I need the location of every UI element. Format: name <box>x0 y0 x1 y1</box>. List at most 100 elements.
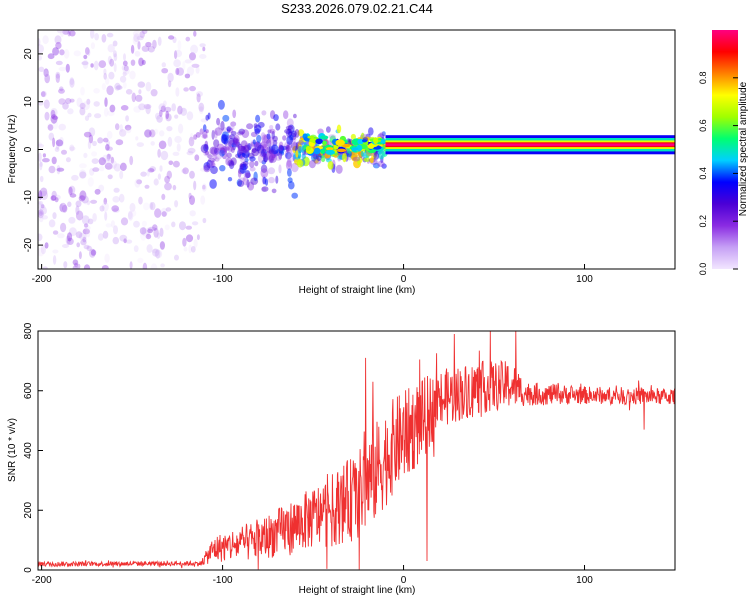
spectrogram-cell <box>222 114 230 122</box>
spectrogram-cell <box>145 227 151 235</box>
spectrogram-cell <box>138 89 142 95</box>
spectrogram-cell <box>269 136 274 146</box>
spectrogram-cell <box>154 208 162 218</box>
spectrogram-cell <box>87 140 92 150</box>
spectrogram-cell <box>285 152 292 160</box>
spectrogram-cell <box>57 233 65 239</box>
colorbar-ramp <box>712 30 738 269</box>
spectrogram-cell <box>147 168 155 173</box>
spectrogram-cell <box>196 93 201 103</box>
spectrogram-cell <box>98 166 105 172</box>
spectrogram-cell <box>244 170 251 179</box>
spectrogram-cell <box>237 149 242 158</box>
spectrogram-cell <box>38 152 42 162</box>
spectrogram-cell <box>378 149 385 160</box>
spectrogram-cell <box>164 106 172 113</box>
spectrogram-cell <box>269 125 274 130</box>
spectrogram-cell <box>38 215 44 223</box>
spectrogram-cell <box>166 170 172 179</box>
spectrogram-cell <box>297 140 305 145</box>
spectrogram-cell <box>177 105 183 115</box>
spectrogram-cell <box>108 71 115 80</box>
spectrogram-cell <box>199 43 206 48</box>
snr-x-axis: -200 -100 0 100 <box>32 565 593 586</box>
spectrogram-cell <box>89 248 96 258</box>
spectrogram-cell <box>133 220 140 228</box>
spectrogram-cell <box>214 152 223 160</box>
spectrogram-cell <box>51 156 57 165</box>
spectrogram-cell <box>172 36 177 44</box>
spectrogram-cell <box>320 149 326 154</box>
spectrogram-cell <box>198 105 204 115</box>
spectrogram-cell <box>232 137 239 143</box>
spectrogram-cell <box>239 163 244 170</box>
spectrogram-y-axis: -20 -10 0 10 20 <box>23 48 43 252</box>
spectrogram-cell <box>160 105 166 113</box>
spectrogram-cell <box>133 106 142 113</box>
spectrogram-cell <box>225 146 230 151</box>
spectrogram-cell <box>152 248 160 257</box>
spectrogram-cell <box>261 148 267 157</box>
spectrogram-cell <box>295 150 299 158</box>
spectrogram-cell <box>271 130 275 140</box>
spectrogram-cell <box>266 146 272 154</box>
spectrogram-cell <box>269 153 276 160</box>
spectrogram-cell <box>241 129 250 139</box>
spectrogram-cell <box>113 163 122 172</box>
spectrogram-cell <box>261 186 269 192</box>
spectrogram-cell <box>84 225 91 231</box>
spectrogram-cell <box>199 128 204 135</box>
spectrogram-cell <box>115 85 123 90</box>
spectrogram-cell <box>155 112 161 120</box>
spectrogram-cell <box>94 113 102 119</box>
spectrogram-cell <box>141 59 146 66</box>
spectrogram-cell <box>55 139 64 147</box>
spectrogram-cell <box>232 142 239 148</box>
spectrogram-cell <box>131 92 136 103</box>
spectrogram-cell <box>106 85 114 96</box>
spectrogram-cell <box>167 72 174 83</box>
spectrogram-cell <box>143 202 150 211</box>
spectrogram-cell <box>159 165 163 172</box>
spectrogram-cell <box>202 217 207 224</box>
spectrogram-cell <box>55 71 61 79</box>
spectrogram-cell <box>51 190 57 198</box>
spectrogram-cell <box>50 195 57 202</box>
spectrogram-cell <box>141 45 150 52</box>
spectrogram-cell <box>48 132 55 141</box>
spectrogram-cell <box>47 123 52 129</box>
spectrogram-cell <box>38 211 43 216</box>
spectrogram-cell <box>79 102 86 109</box>
spectrogram-cell <box>301 153 306 160</box>
spectrogram-cell <box>93 88 100 94</box>
spectrogram-cell <box>145 81 152 92</box>
spectrogram-cell <box>145 233 152 240</box>
spectrogram-cell <box>90 249 97 256</box>
spectrogram-cell <box>233 134 240 145</box>
spectrogram-cell <box>254 128 261 135</box>
spectrogram-cell <box>58 98 66 105</box>
spectrogram-cell <box>123 81 127 89</box>
spectrogram-cell <box>91 151 98 157</box>
spectrogram-cell <box>316 152 322 162</box>
spectrogram-cell <box>42 266 48 269</box>
spectrogram-cell <box>368 127 374 136</box>
spectrogram-cell <box>231 142 237 148</box>
spectrogram-cell <box>69 193 77 198</box>
spectrogram-cell <box>55 140 60 150</box>
spectrogram-cell <box>294 129 300 138</box>
spectrogram-cell <box>41 215 48 220</box>
spectrogram-cell <box>272 135 278 142</box>
figure-title: S233.2026.079.02.21.C44 <box>281 1 433 16</box>
spectrogram-cell <box>75 200 82 208</box>
colorbar: 0.0 0.2 0.4 0.6 0.8 Normalized spectral ampl… <box>698 30 749 275</box>
spectrogram-cell <box>72 264 79 269</box>
spectrogram-cell <box>237 145 241 156</box>
spectrogram-cell <box>174 50 178 60</box>
spectrogram-cell <box>320 154 326 163</box>
spectrogram-cell <box>265 150 271 160</box>
spectrogram-cell <box>143 103 152 110</box>
spectrogram-cell <box>54 35 62 45</box>
spectrogram-cell <box>159 109 163 117</box>
spectrogram-cell <box>149 202 153 210</box>
